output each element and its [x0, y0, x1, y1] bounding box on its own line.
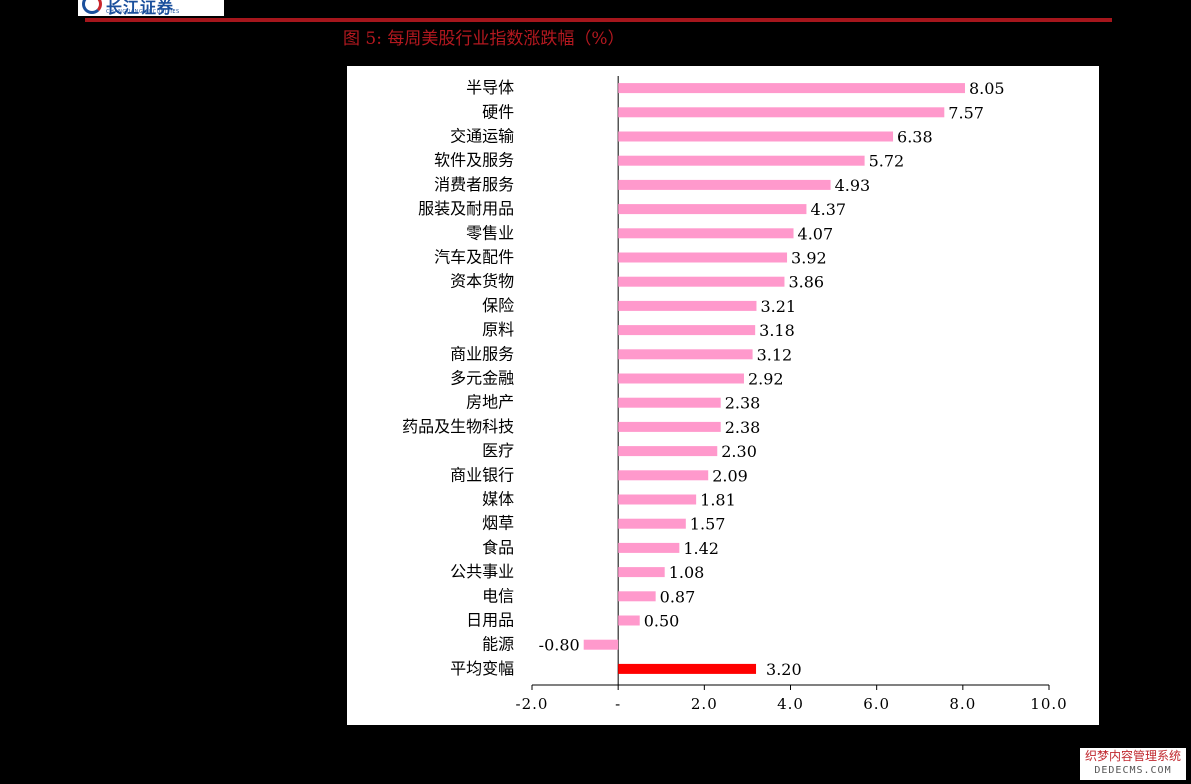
- category-label-1: 硬件: [482, 102, 514, 121]
- bar-5: [618, 204, 807, 215]
- bar-0: [618, 83, 965, 94]
- watermark-line1: 织梦内容管理系统: [1084, 749, 1181, 763]
- bar-10: [618, 325, 756, 336]
- bar-11: [618, 349, 753, 360]
- category-label-24: 平均变幅: [450, 659, 514, 678]
- value-label-3: 5.72: [869, 152, 905, 171]
- value-label-14: 2.38: [725, 418, 761, 437]
- value-label-1: 7.57: [948, 103, 984, 122]
- watermark: 织梦内容管理系统 DEDECMS.COM: [1080, 748, 1186, 780]
- bar-18: [618, 518, 686, 529]
- value-label-4: 4.93: [835, 176, 871, 195]
- category-label-6: 零售业: [466, 223, 514, 242]
- bar-6: [618, 228, 794, 239]
- value-label-5: 4.37: [810, 200, 846, 219]
- bar-13: [618, 397, 721, 408]
- category-label-14: 药品及生物科技: [402, 417, 514, 436]
- logo-chinese-text: 长江证券: [106, 0, 175, 16]
- x-tick-label-5: 8.0: [949, 695, 976, 713]
- category-label-22: 日用品: [466, 611, 514, 630]
- bar-16: [618, 470, 709, 481]
- value-label-2: 6.38: [897, 128, 933, 147]
- category-label-8: 资本货物: [450, 272, 514, 291]
- category-label-15: 医疗: [482, 441, 514, 460]
- category-label-9: 保险: [482, 296, 514, 315]
- bar-12: [618, 373, 744, 384]
- value-label-22: 0.50: [644, 612, 680, 631]
- category-label-5: 服装及耐用品: [418, 199, 514, 218]
- category-label-18: 烟草: [482, 514, 514, 533]
- bar-3: [618, 155, 865, 166]
- value-label-6: 4.07: [798, 224, 834, 243]
- value-label-12: 2.92: [748, 370, 784, 389]
- category-label-2: 交通运输: [450, 127, 514, 146]
- company-logo: 长江证券 CHANGJIANG SECURITIES: [78, 0, 224, 16]
- bar-21: [618, 591, 656, 602]
- value-label-17: 1.81: [700, 491, 736, 510]
- x-tick-label-3: 4.0: [777, 695, 804, 713]
- logo-english-text: CHANGJIANG SECURITIES: [106, 9, 180, 15]
- bar-chart: 半导体 8.05 硬件 7.57 交通运输 6.38 软件及服务 5.72 消费者服务 4.93 服…: [402, 76, 1067, 713]
- bar-19: [618, 542, 680, 553]
- bar-14: [618, 421, 721, 432]
- watermark-line2: DEDECMS.COM: [1094, 765, 1172, 776]
- category-label-7: 汽车及配件: [434, 248, 514, 267]
- value-label-10: 3.18: [759, 321, 795, 340]
- bar-1: [618, 107, 945, 118]
- category-label-10: 原料: [482, 320, 514, 339]
- value-label-23: -0.80: [539, 636, 580, 655]
- value-label-8: 3.86: [788, 273, 824, 292]
- value-label-21: 0.87: [660, 587, 696, 606]
- bar-7: [618, 252, 788, 263]
- bar-8: [618, 276, 785, 287]
- bar-9: [618, 300, 757, 311]
- category-label-13: 房地产: [466, 393, 514, 412]
- logo-mark-icon: [82, 0, 102, 14]
- value-label-9: 3.21: [760, 297, 796, 316]
- bar-4: [618, 179, 831, 190]
- value-label-0: 8.05: [969, 79, 1005, 98]
- value-label-18: 1.57: [690, 515, 726, 534]
- category-label-0: 半导体: [466, 78, 514, 97]
- category-label-3: 软件及服务: [434, 151, 514, 170]
- category-label-17: 媒体: [482, 490, 514, 509]
- bar-23: [583, 639, 619, 650]
- chart-panel: 半导体 8.05 硬件 7.57 交通运输 6.38 软件及服务 5.72 消费者服务 4.93 服…: [347, 66, 1099, 725]
- category-label-21: 电信: [482, 586, 514, 605]
- bar-22: [618, 615, 640, 626]
- figure-title: 图 5: 每周美股行业指数涨跌幅（%）: [343, 29, 625, 49]
- bar-15: [618, 446, 718, 457]
- category-label-16: 商业银行: [450, 465, 514, 484]
- value-label-7: 3.92: [791, 249, 827, 268]
- value-label-15: 2.30: [721, 442, 757, 461]
- category-label-4: 消费者服务: [434, 175, 514, 194]
- value-label-13: 2.38: [725, 394, 761, 413]
- bar-20: [618, 567, 665, 578]
- x-tick-label-2: 2.0: [691, 695, 718, 713]
- bar-17: [618, 494, 697, 505]
- x-tick-label-6: 10.0: [1030, 695, 1067, 713]
- value-label-16: 2.09: [712, 466, 748, 485]
- value-label-19: 1.42: [683, 539, 719, 558]
- category-label-12: 多元金融: [450, 369, 514, 388]
- x-tick-label-4: 6.0: [863, 695, 890, 713]
- category-label-19: 食品: [482, 538, 514, 557]
- bar-24: [618, 663, 757, 674]
- x-tick-label-1: -: [615, 695, 621, 713]
- header-rule: [85, 18, 1112, 22]
- category-label-20: 公共事业: [450, 562, 514, 581]
- value-label-24: 3.20: [766, 660, 802, 679]
- value-label-20: 1.08: [669, 563, 705, 582]
- bar-2: [618, 131, 894, 142]
- value-label-11: 3.12: [757, 345, 793, 364]
- category-label-11: 商业服务: [450, 344, 514, 363]
- category-label-23: 能源: [482, 635, 514, 654]
- x-tick-label-0: -2.0: [516, 695, 549, 713]
